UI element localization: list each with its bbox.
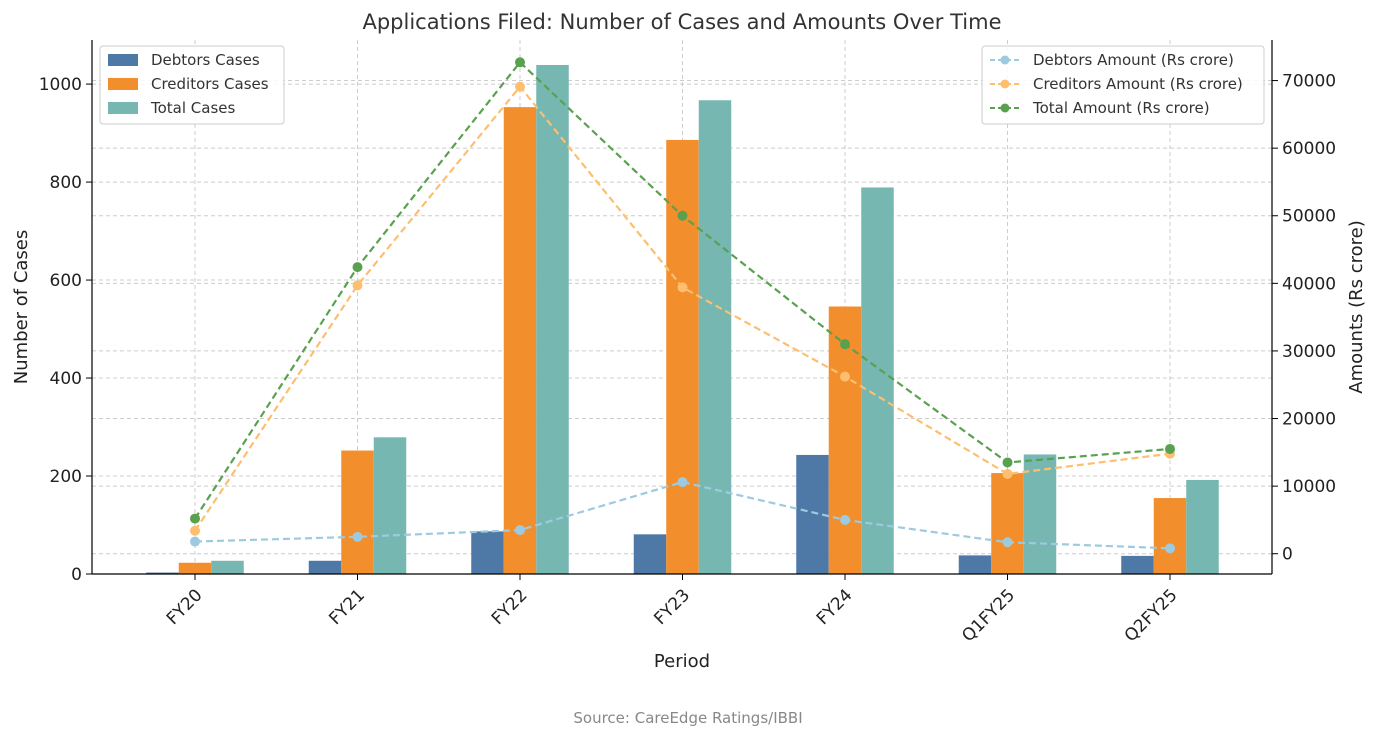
point-debtors-amount-rs-crore- — [1002, 537, 1013, 548]
point-total-amount-rs-crore- — [1002, 457, 1013, 468]
point-total-amount-rs-crore- — [840, 339, 850, 350]
bar-creditors-cases — [178, 562, 212, 574]
bar-total-cases — [373, 437, 407, 574]
legend-amounts: Debtors Amount (Rs crore) Creditors Amoun… — [981, 45, 1265, 125]
legend-marker — [1000, 79, 1010, 89]
point-creditors-amount-rs-crore- — [515, 81, 525, 92]
legend-cases: Debtors Cases Creditors Cases Total Cases — [99, 45, 285, 125]
y-tick-label: 400 — [50, 369, 82, 389]
point-debtors-amount-rs-crore- — [840, 514, 850, 525]
y2-tick-label: 20000 — [1282, 410, 1336, 430]
x-tick-label: Q2FY25 — [1121, 585, 1182, 646]
bar-total-cases — [536, 64, 569, 574]
bar-debtors-cases — [958, 555, 992, 574]
bar-debtors-cases — [471, 531, 504, 574]
source-note: Source: CareEdge Ratings/IBBI — [573, 709, 802, 727]
legend-label: Creditors Amount (Rs crore) — [1033, 75, 1243, 93]
legend-swatch — [108, 54, 138, 66]
legend-label: Total Amount (Rs crore) — [1032, 99, 1210, 117]
legend-label: Total Cases — [150, 99, 236, 117]
y-tick-label: 0 — [71, 565, 82, 585]
x-tick-label: FY24 — [813, 585, 857, 629]
bar-debtors-cases — [633, 534, 667, 574]
point-debtors-amount-rs-crore- — [515, 525, 525, 536]
point-total-amount-rs-crore- — [677, 210, 688, 221]
lines — [190, 57, 1175, 554]
point-debtors-amount-rs-crore- — [190, 536, 200, 547]
y-axis-label: Number of Cases — [11, 230, 32, 385]
y-tick-label: 800 — [50, 173, 82, 193]
y-tick-label: 600 — [50, 271, 82, 291]
x-tick-label: FY22 — [488, 585, 532, 629]
bar-debtors-cases — [146, 572, 179, 574]
bar-debtors-cases — [308, 560, 342, 574]
bar-total-cases — [1186, 479, 1219, 574]
y2-tick-label: 0 — [1282, 545, 1293, 565]
y-tick-label: 200 — [50, 467, 82, 487]
y2-tick-label: 60000 — [1282, 139, 1336, 159]
bar-debtors-cases — [1121, 555, 1154, 574]
y2-tick-label: 50000 — [1282, 207, 1336, 227]
legend-label: Debtors Amount (Rs crore) — [1033, 51, 1234, 69]
legend-marker — [1000, 55, 1010, 65]
x-tick-label: FY20 — [163, 585, 207, 629]
point-creditors-amount-rs-crore- — [190, 525, 200, 536]
bar-creditors-cases — [666, 139, 699, 574]
bar-creditors-cases — [341, 450, 374, 574]
point-creditors-amount-rs-crore- — [677, 282, 688, 293]
point-total-amount-rs-crore- — [515, 57, 525, 68]
y2-tick-label: 40000 — [1282, 274, 1336, 294]
legend-box — [99, 45, 285, 125]
point-debtors-amount-rs-crore- — [352, 531, 363, 542]
y2-axis-label: Amounts (Rs crore) — [1346, 220, 1367, 393]
point-creditors-amount-rs-crore- — [840, 371, 850, 382]
y2-tick-label: 70000 — [1282, 72, 1336, 92]
point-total-amount-rs-crore- — [352, 262, 363, 273]
y2-tick-label: 30000 — [1282, 342, 1336, 362]
x-tick-label: Q1FY25 — [958, 585, 1019, 646]
point-total-amount-rs-crore- — [1165, 443, 1175, 454]
bar-total-cases — [1023, 454, 1057, 574]
x-axis-label: Period — [654, 651, 710, 672]
legend-label: Debtors Cases — [151, 51, 260, 69]
bar-creditors-cases — [503, 107, 537, 574]
x-tick-label: FY21 — [325, 585, 369, 629]
y-tick-label: 1000 — [39, 75, 82, 95]
bar-creditors-cases — [991, 473, 1024, 574]
legend-swatch — [108, 102, 138, 114]
point-creditors-amount-rs-crore- — [352, 280, 363, 291]
x-tick-label: FY23 — [650, 585, 694, 629]
bars — [146, 64, 1219, 574]
legend-label: Creditors Cases — [151, 75, 269, 93]
legend-marker — [1000, 103, 1010, 113]
legend-swatch — [108, 78, 138, 90]
bar-total-cases — [698, 100, 732, 574]
point-debtors-amount-rs-crore- — [1165, 543, 1175, 554]
bar-creditors-cases — [1153, 498, 1187, 574]
point-debtors-amount-rs-crore- — [677, 477, 688, 488]
chart-title: Applications Filed: Number of Cases and … — [362, 10, 1001, 34]
legend-box — [981, 45, 1265, 125]
point-creditors-amount-rs-crore- — [1002, 468, 1013, 479]
y2-tick-label: 10000 — [1282, 477, 1336, 497]
point-total-amount-rs-crore- — [190, 513, 200, 524]
bar-total-cases — [211, 560, 244, 574]
bar-total-cases — [861, 187, 894, 574]
